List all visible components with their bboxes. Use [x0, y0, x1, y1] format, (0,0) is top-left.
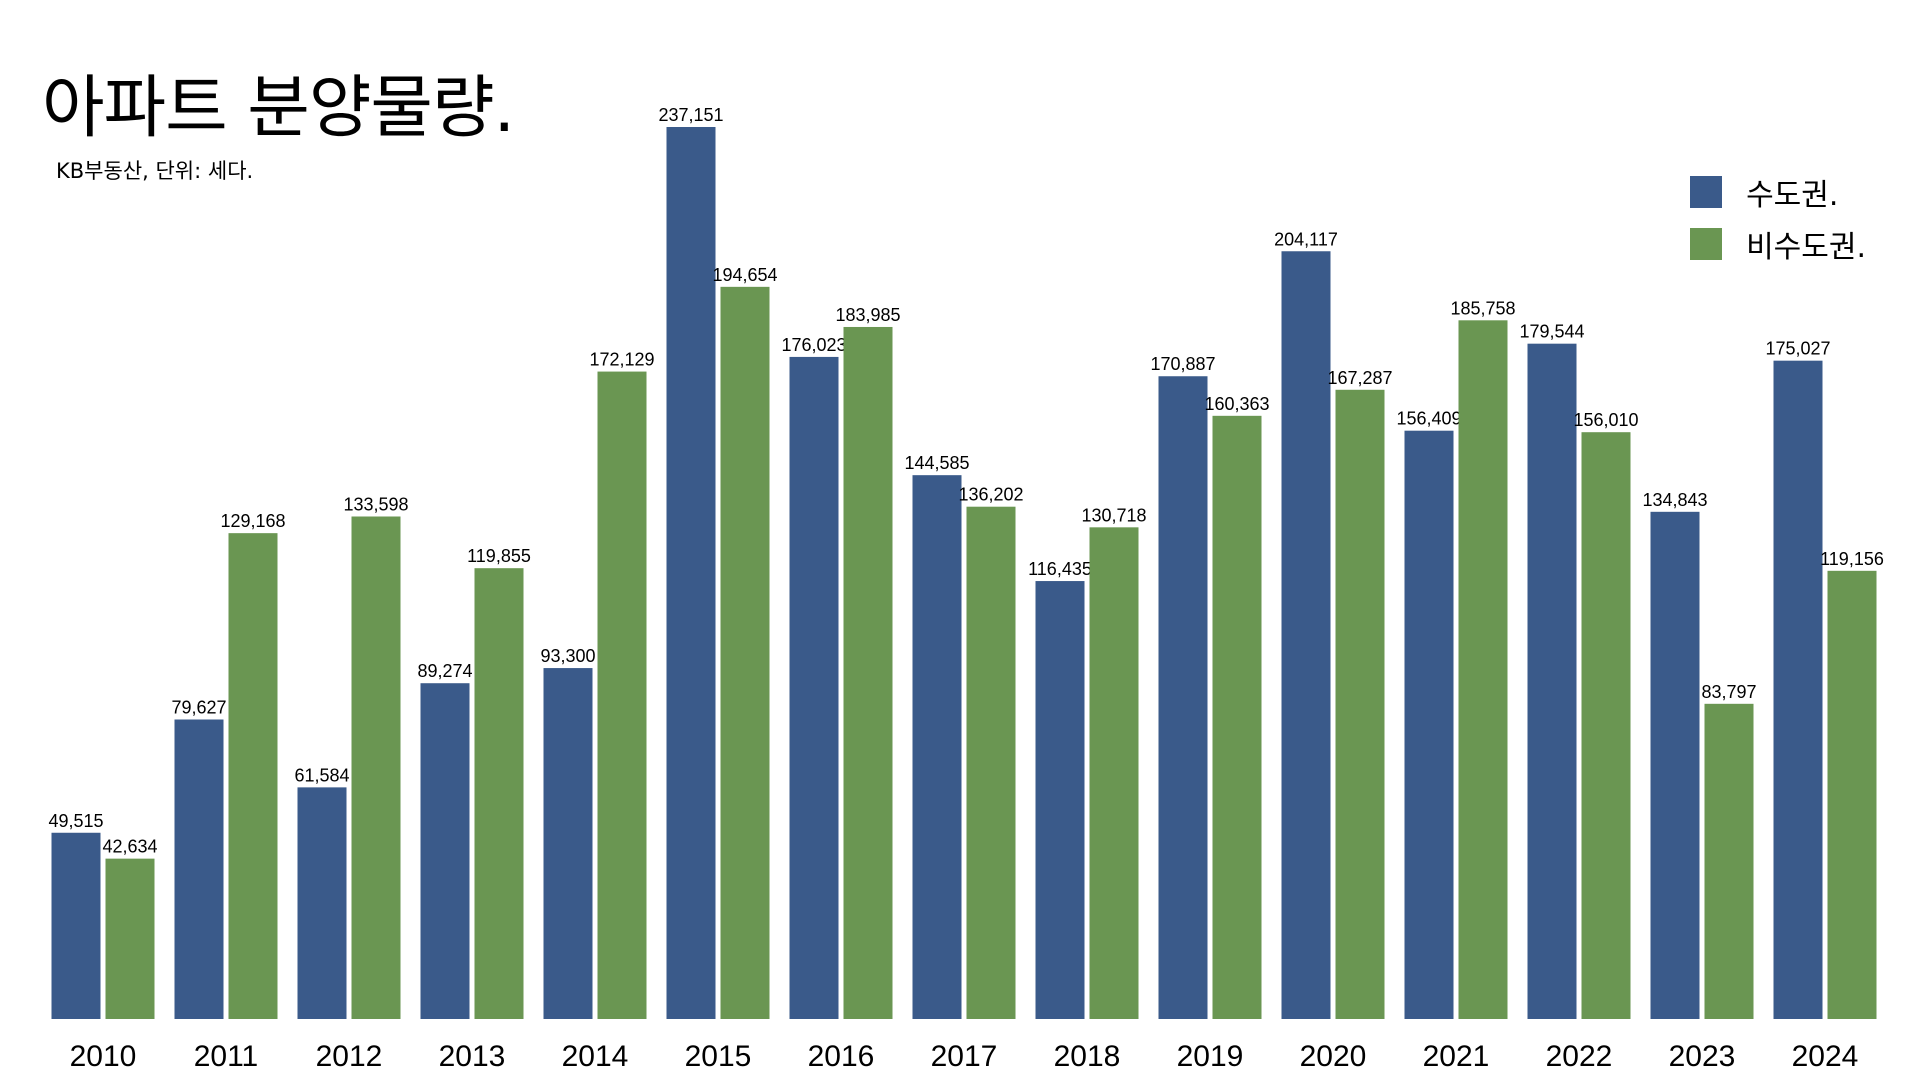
legend-label-capital: 수도권.: [1746, 178, 1839, 213]
value-label-capital-2015: 237,151: [658, 105, 723, 125]
chart-title: 아파트 분양물량.: [42, 69, 515, 148]
bar-non-capital-2022: [1581, 432, 1631, 1019]
value-label-non-capital-2018: 130,718: [1081, 505, 1146, 525]
legend-swatch-non-capital: [1690, 228, 1723, 260]
bar-capital-2024: [1773, 360, 1823, 1019]
bar-capital-2022: [1527, 343, 1577, 1019]
value-label-non-capital-2021: 185,758: [1450, 298, 1515, 318]
value-label-capital-2024: 175,027: [1765, 339, 1830, 359]
value-label-capital-2017: 144,585: [904, 453, 969, 473]
bar-non-capital-2015: [720, 286, 770, 1019]
legend-item-capital: 수도권.: [1690, 170, 1866, 214]
value-label-capital-2016: 176,023: [781, 335, 846, 355]
x-tick-label-2020: 2020: [1300, 1040, 1367, 1073]
value-label-capital-2019: 170,887: [1150, 354, 1215, 374]
legend: 수도권. 비수도권.: [1690, 170, 1866, 274]
x-tick-label-2018: 2018: [1054, 1040, 1121, 1073]
bar-non-capital-2013: [474, 568, 524, 1019]
bar-non-capital-2019: [1212, 415, 1262, 1019]
bar-capital-2013: [420, 683, 470, 1019]
x-tick-label-2014: 2014: [562, 1040, 629, 1073]
bar-capital-2017: [912, 475, 962, 1019]
x-tick-label-2010: 2010: [70, 1040, 137, 1073]
bar-non-capital-2020: [1335, 389, 1385, 1019]
legend-item-non-capital: 비수도권.: [1690, 222, 1866, 266]
x-tick-label-2024: 2024: [1792, 1040, 1859, 1073]
legend-swatch-capital: [1690, 176, 1723, 208]
x-tick-label-2012: 2012: [316, 1040, 383, 1073]
bar-capital-2019: [1158, 376, 1208, 1020]
value-label-non-capital-2013: 119,855: [467, 546, 531, 566]
bar-non-capital-2016: [843, 326, 893, 1020]
value-label-non-capital-2015: 194,654: [712, 265, 777, 285]
value-label-non-capital-2023: 83,797: [1701, 682, 1756, 702]
value-label-capital-2023: 134,843: [1642, 490, 1707, 510]
value-label-non-capital-2010: 42,634: [102, 837, 157, 857]
x-tick-label-2019: 2019: [1177, 1040, 1244, 1073]
bar-capital-2014: [543, 668, 593, 1019]
value-label-non-capital-2024: 119,156: [1820, 549, 1884, 569]
value-label-non-capital-2019: 160,363: [1204, 394, 1269, 414]
bar-non-capital-2023: [1704, 703, 1754, 1019]
value-label-capital-2018: 116,435: [1028, 559, 1092, 579]
value-label-capital-2014: 93,300: [540, 646, 595, 666]
x-tick-label-2011: 2011: [194, 1040, 259, 1073]
x-tick-label-2013: 2013: [439, 1040, 506, 1073]
value-label-capital-2021: 156,409: [1396, 409, 1461, 429]
x-tick-label-2023: 2023: [1669, 1040, 1736, 1073]
value-label-non-capital-2012: 133,598: [343, 494, 408, 514]
bar-non-capital-2011: [228, 533, 278, 1019]
value-label-non-capital-2016: 183,985: [835, 305, 900, 325]
legend-label-non-capital: 비수도권.: [1746, 230, 1866, 265]
value-label-non-capital-2017: 136,202: [958, 485, 1023, 505]
bar-non-capital-2014: [597, 371, 647, 1019]
x-tick-label-2017: 2017: [931, 1040, 998, 1073]
bar-capital-2021: [1404, 430, 1454, 1019]
chart-subtitle: KB부동산, 단위: 세다.: [56, 159, 254, 183]
bar-non-capital-2012: [351, 516, 401, 1019]
bar-non-capital-2017: [966, 506, 1016, 1019]
bar-capital-2023: [1650, 511, 1700, 1019]
value-label-non-capital-2014: 172,129: [589, 350, 654, 370]
bar-capital-2015: [666, 127, 716, 1019]
x-tick-label-2021: 2021: [1423, 1040, 1490, 1073]
bar-non-capital-2021: [1458, 320, 1508, 1019]
value-label-capital-2013: 89,274: [417, 661, 472, 681]
bar-capital-2018: [1035, 581, 1085, 1019]
bar-non-capital-2018: [1089, 527, 1139, 1019]
value-label-non-capital-2011: 129,168: [220, 511, 285, 531]
x-tick-label-2016: 2016: [808, 1040, 875, 1073]
x-tick-label-2015: 2015: [685, 1040, 752, 1073]
value-label-non-capital-2022: 156,010: [1573, 410, 1638, 430]
bar-non-capital-2024: [1827, 570, 1877, 1019]
bar-capital-2010: [51, 832, 101, 1019]
value-label-capital-2020: 204,117: [1274, 229, 1338, 249]
x-tick-label-2022: 2022: [1546, 1040, 1613, 1073]
value-label-capital-2011: 79,627: [171, 697, 226, 717]
value-label-capital-2012: 61,584: [294, 765, 349, 785]
bar-capital-2016: [789, 356, 839, 1019]
bar-non-capital-2010: [105, 858, 155, 1019]
value-label-capital-2010: 49,515: [48, 811, 103, 831]
value-label-capital-2022: 179,544: [1519, 322, 1584, 342]
bar-capital-2012: [297, 787, 347, 1019]
bar-capital-2020: [1281, 251, 1331, 1019]
bar-capital-2011: [174, 719, 224, 1019]
value-label-non-capital-2020: 167,287: [1327, 368, 1392, 388]
